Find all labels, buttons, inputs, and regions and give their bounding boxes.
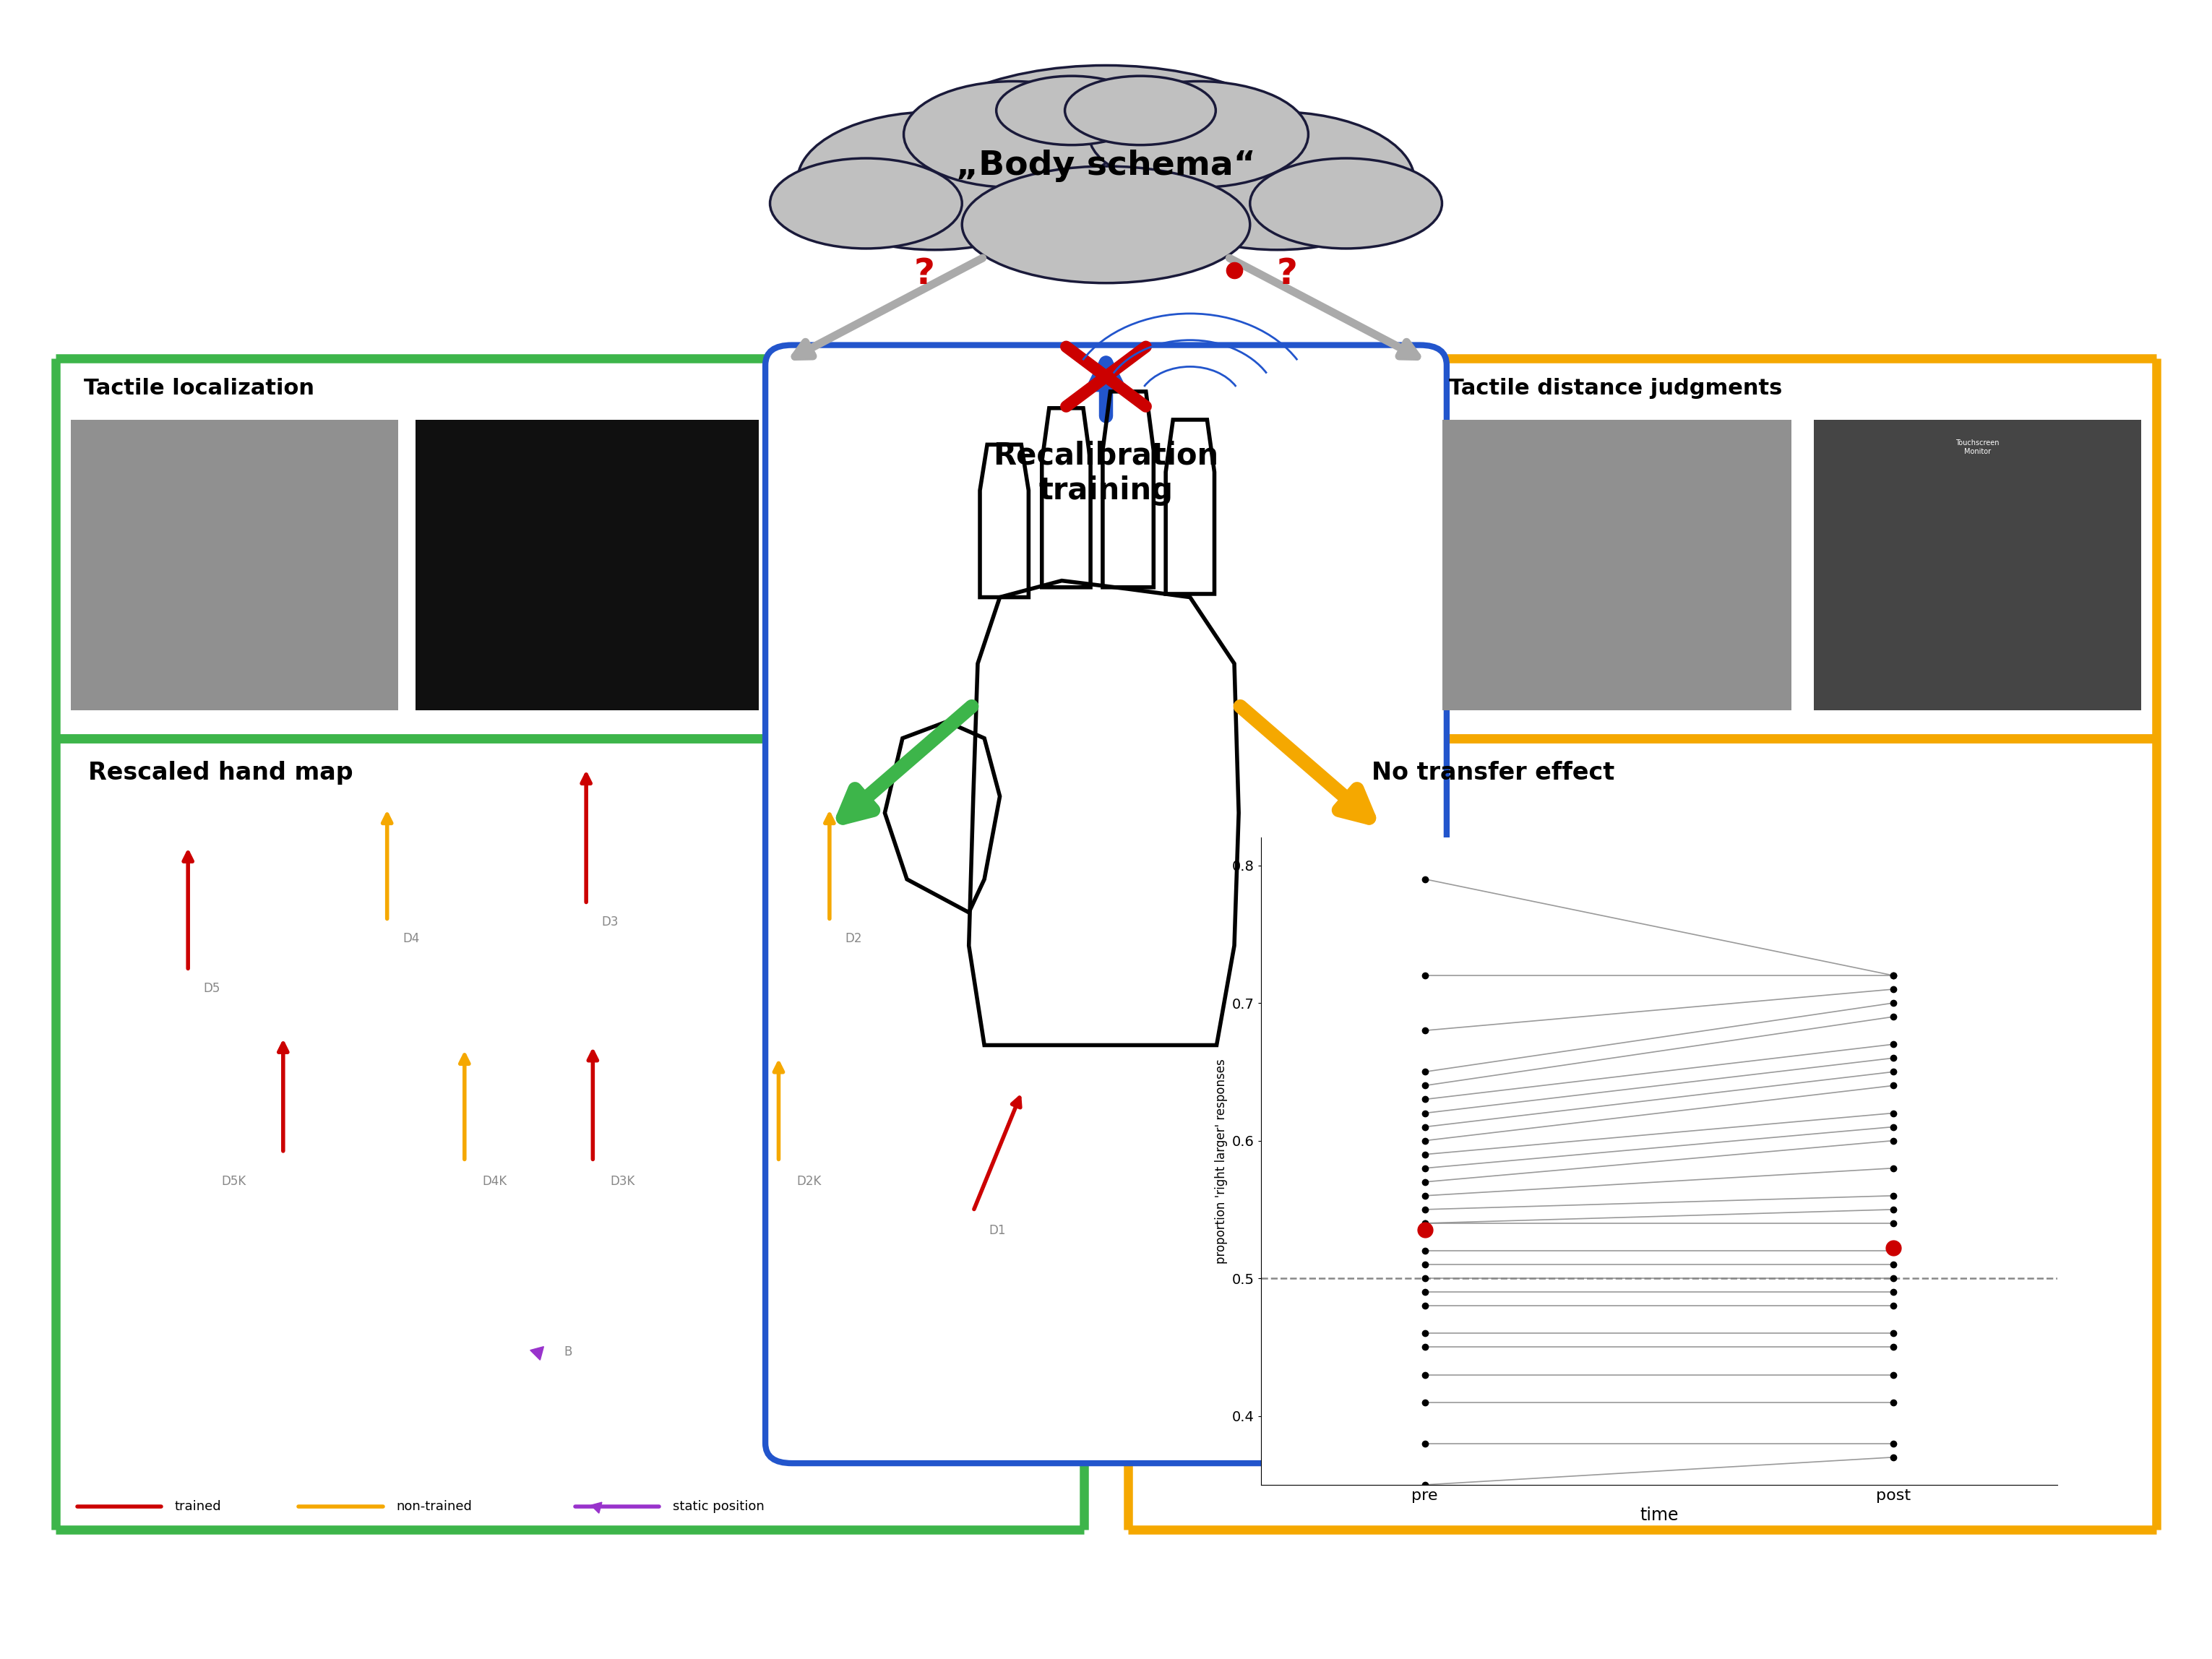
Bar <box>416 420 759 710</box>
Text: B: B <box>564 1345 573 1359</box>
Ellipse shape <box>1250 158 1442 249</box>
Text: „Body schema“: „Body schema“ <box>956 149 1256 182</box>
Text: ?: ? <box>914 257 936 290</box>
Text: ?: ? <box>1276 257 1298 290</box>
Text: D5: D5 <box>204 982 221 995</box>
X-axis label: time: time <box>1639 1506 1679 1525</box>
Ellipse shape <box>1064 76 1217 144</box>
Bar <box>1442 420 1792 710</box>
Ellipse shape <box>905 81 1124 187</box>
Text: D3K: D3K <box>611 1175 635 1188</box>
Ellipse shape <box>770 158 962 249</box>
Text: D4K: D4K <box>482 1175 507 1188</box>
Text: Tactile localization: Tactile localization <box>84 378 314 398</box>
Ellipse shape <box>900 65 1312 257</box>
Text: D2K: D2K <box>796 1175 821 1188</box>
Text: D4: D4 <box>403 932 420 946</box>
Text: D1: D1 <box>989 1224 1006 1238</box>
Bar <box>71 420 398 710</box>
Text: D3: D3 <box>602 916 619 929</box>
Text: D5K: D5K <box>221 1175 246 1188</box>
Text: Touchscreen
Monitor: Touchscreen Monitor <box>1955 440 2000 455</box>
Bar <box>1814 420 2141 710</box>
Text: D2: D2 <box>845 932 863 946</box>
Text: No transfer effect: No transfer effect <box>1371 761 1615 785</box>
Ellipse shape <box>1141 111 1416 251</box>
Text: Recalibration
training: Recalibration training <box>993 440 1219 506</box>
Ellipse shape <box>799 111 1071 251</box>
Y-axis label: proportion 'right larger' responses: proportion 'right larger' responses <box>1214 1058 1228 1264</box>
Ellipse shape <box>962 166 1250 284</box>
Text: Rescaled hand map: Rescaled hand map <box>88 761 354 785</box>
Text: trained: trained <box>175 1500 221 1513</box>
Text: static position: static position <box>672 1500 763 1513</box>
Ellipse shape <box>1088 81 1307 187</box>
FancyBboxPatch shape <box>765 345 1447 1463</box>
Text: Tactile distance judgments: Tactile distance judgments <box>1449 378 1783 398</box>
Ellipse shape <box>995 76 1148 144</box>
Text: non-trained: non-trained <box>396 1500 471 1513</box>
